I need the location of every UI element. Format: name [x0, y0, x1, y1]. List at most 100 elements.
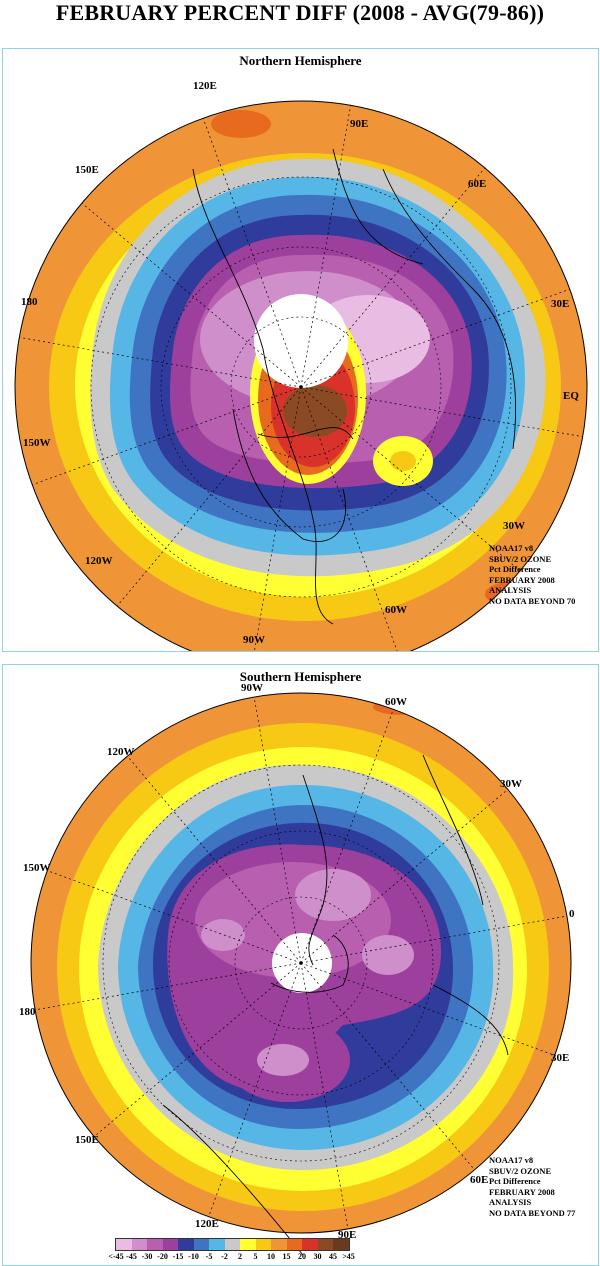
northern-hemisphere-map: 90E 60E 30E EQ 30W 60W 90W 120W 150W 180…	[14, 80, 588, 651]
label-0: 0	[569, 908, 575, 920]
legend-swatch	[333, 1239, 349, 1250]
legend-swatch	[224, 1239, 240, 1250]
label-60e: 60E	[468, 178, 486, 190]
label-30e: 30E	[551, 298, 569, 310]
label-150e: 150E	[75, 1134, 99, 1146]
label-90e: 90E	[350, 118, 368, 130]
label-180: 180	[19, 1006, 36, 1018]
info-line: FEBRUARY 2008	[489, 574, 555, 585]
label-150w: 150W	[23, 862, 51, 874]
latitude-circle	[168, 830, 434, 1096]
label-30w: 30W	[500, 778, 522, 790]
legend-tick-label: -20	[157, 1252, 168, 1261]
map-boundary	[14, 100, 588, 651]
latitude-circle	[90, 176, 512, 598]
label-120e: 120E	[193, 80, 217, 92]
legend-swatch	[193, 1239, 209, 1250]
info-block-north: NOAA17 v8 SBUV/2 OZONE Pct Difference FE…	[489, 543, 575, 606]
no-data-cap-north	[254, 294, 348, 388]
legend-tick-label: 15	[282, 1252, 291, 1261]
label-60w: 60W	[385, 604, 407, 616]
legend-tick-label: 2	[238, 1252, 242, 1261]
info-block-south: NOAA17 v8 SBUV/2 OZONE Pct Difference FE…	[489, 1155, 575, 1218]
legend-tick-label: 5	[253, 1252, 258, 1261]
info-line: NOAA17 v8	[489, 543, 534, 553]
label-60e: 60E	[470, 1174, 488, 1186]
meridian-line	[300, 709, 394, 964]
legend-swatch	[209, 1239, 225, 1250]
meridian-line	[47, 870, 302, 964]
legend-swatch	[131, 1239, 147, 1250]
label-150w: 150W	[23, 437, 51, 449]
info-line: Pct Difference	[489, 564, 541, 574]
meridian-line	[300, 962, 475, 1171]
legend-swatch	[302, 1239, 318, 1250]
map-boundary	[30, 692, 572, 1234]
info-line: NO DATA BEYOND 77	[489, 1207, 576, 1218]
southern-hemisphere-map: 90W 60W 30W 0 30E 60E 90E 120E 150E 180 …	[19, 682, 575, 1256]
info-line: SBUV/2 OZONE	[489, 1165, 552, 1176]
band-pink-south-3	[201, 919, 245, 951]
core-brown-north	[283, 385, 347, 437]
legend-tick-label: -15	[172, 1252, 184, 1261]
label-90w: 90W	[241, 682, 263, 694]
label-30e: 30E	[551, 1052, 569, 1064]
latitude-circle	[230, 316, 372, 458]
legend-swatch	[255, 1239, 271, 1250]
figure-title: FEBRUARY PERCENT DIFF (2008 - AVG(79-86)…	[55, 0, 545, 25]
graticule-north	[14, 100, 588, 651]
northern-hemisphere-title: Northern Hemisphere	[239, 53, 362, 68]
legend-tick-label: 10	[267, 1252, 275, 1261]
legend-tick-label: 30	[313, 1252, 322, 1261]
legend-swatch	[317, 1239, 333, 1250]
label-90w: 90W	[243, 634, 265, 646]
latitude-circle	[234, 896, 368, 1030]
label-30w: 30W	[503, 520, 525, 532]
info-line: Pct Difference	[489, 1176, 541, 1186]
band-pink-south-2	[362, 935, 414, 975]
legend-swatch	[147, 1239, 163, 1250]
anomaly-gold-north	[390, 451, 416, 471]
legend-tick-label: 20	[298, 1252, 306, 1261]
band-pink-south	[295, 869, 371, 921]
color-legend: <-45 -45 -30 -20 -15 -10 -5 -2 2 5 10 15 20 30 45 >45	[108, 1238, 355, 1263]
meridian-line	[300, 962, 555, 1056]
label-eq: EQ	[563, 390, 579, 402]
info-line: FEBRUARY 2008	[489, 1186, 555, 1197]
info-line: ANALYSIS	[489, 585, 532, 595]
coastlines-south	[162, 754, 509, 1256]
legend-ticks: <-45 -45 -30 -20 -15 -10 -5 -2 2 5 10 15 20 30 45 >45	[108, 1251, 354, 1263]
legend-tick-label: >45	[342, 1252, 355, 1261]
info-line: NO DATA BEYOND 70	[489, 595, 576, 606]
northern-hemisphere-panel: Northern Hemisphere	[2, 48, 599, 652]
southern-hemisphere-title: Southern Hemisphere	[239, 669, 362, 684]
info-line: NOAA17 v8	[489, 1155, 534, 1165]
legend-swatch	[240, 1239, 256, 1250]
label-120w: 120W	[85, 555, 113, 567]
legend-tick-label: 45	[329, 1252, 337, 1261]
legend-tick-label: -10	[188, 1252, 199, 1261]
label-120e: 120E	[195, 1218, 219, 1230]
legend-swatch	[286, 1239, 302, 1250]
info-line: SBUV/2 OZONE	[489, 553, 552, 564]
latitude-circle	[160, 246, 442, 528]
legend-swatches	[115, 1238, 350, 1251]
label-180: 180	[21, 296, 38, 308]
legend-tick-label: -2	[221, 1252, 228, 1261]
legend-swatch	[116, 1239, 132, 1250]
legend-swatch	[271, 1239, 287, 1250]
legend-tick-label: -45	[126, 1252, 137, 1261]
label-150e: 150E	[75, 164, 99, 176]
legend-tick-label: -5	[205, 1252, 213, 1261]
legend-swatch	[162, 1239, 178, 1250]
band-pink-south-4	[257, 1044, 309, 1076]
legend-tick-label: -30	[141, 1252, 153, 1261]
legend-tick-label: <-45	[108, 1252, 124, 1261]
legend-swatch	[178, 1239, 194, 1250]
latitude-circle	[102, 764, 500, 1162]
southern-hemisphere-panel: Southern Hemisphere	[2, 664, 599, 1266]
coastlines-north	[192, 148, 516, 625]
label-120w: 120W	[107, 746, 135, 758]
info-line: ANALYSIS	[489, 1197, 532, 1207]
label-60w: 60W	[385, 696, 407, 708]
